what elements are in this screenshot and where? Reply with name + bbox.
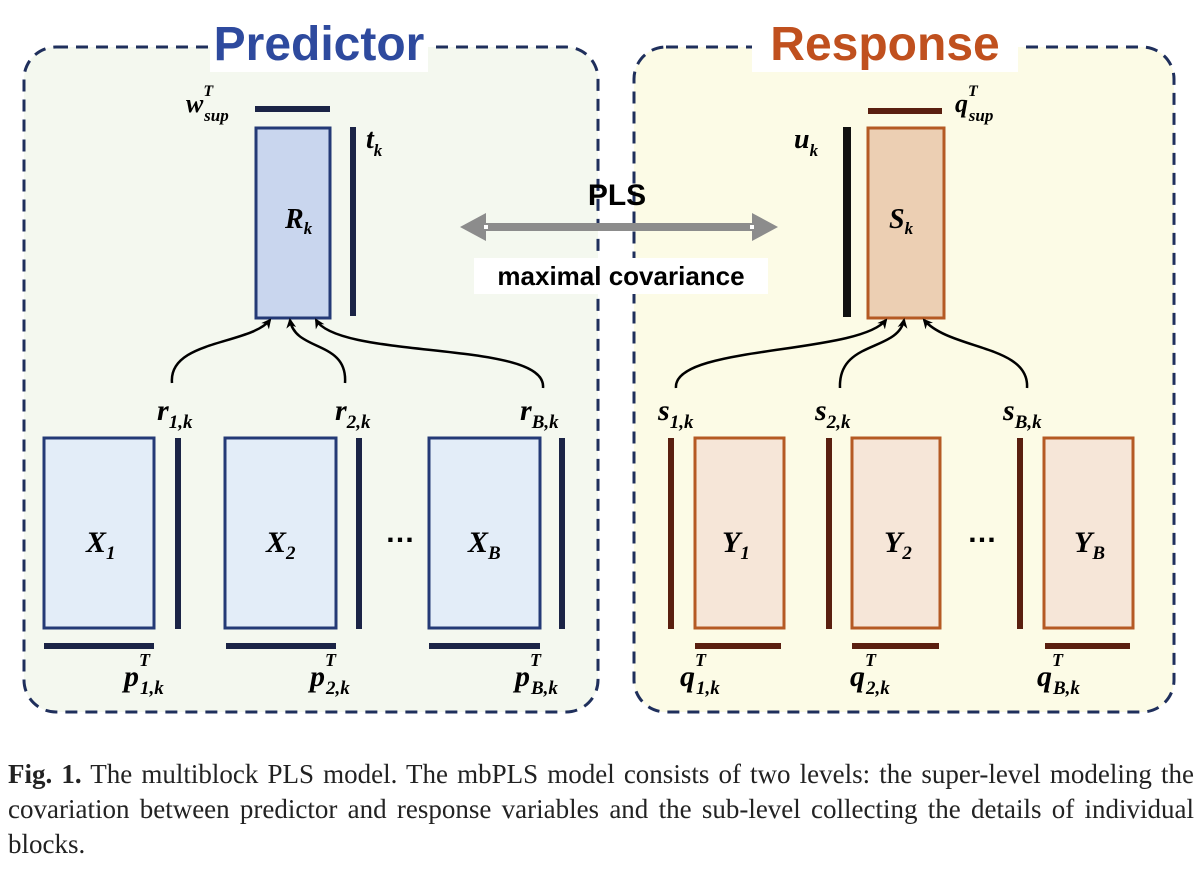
svg-text:Y2: Y2 (884, 526, 912, 564)
y-block-2: Y2 s2,k qT 2,k (814, 394, 942, 699)
u-score-bar (843, 127, 851, 317)
q1-loading-label: qT 1,k (680, 650, 720, 699)
qb-loading-label: qT B,k (1037, 650, 1080, 699)
r2-score-bar (356, 438, 362, 629)
t-score-bar (350, 127, 356, 316)
s-super-label: Sk (889, 204, 914, 238)
sb-score-label: sB,k (1002, 394, 1042, 433)
q2-loading-bar (852, 643, 939, 649)
pb-loading-label: pT B,k (512, 650, 558, 699)
svg-text:YB: YB (1074, 526, 1105, 564)
s2-score-label: s2,k (814, 394, 851, 433)
s2-score-bar (826, 438, 832, 629)
arrow-r2-to-r (286, 318, 347, 384)
sb-score-bar (1017, 438, 1023, 629)
s-super-block (866, 126, 946, 320)
arrow-s2-to-s (838, 318, 908, 389)
svg-text:XB: XB (467, 526, 501, 564)
y-block-b: YB sB,k qT B,k (1002, 394, 1135, 699)
x-block-2: X2 r2,k pT 2,k (223, 394, 371, 699)
r1-score-label: r1,k (157, 394, 193, 433)
svg-text:X2: X2 (265, 526, 296, 564)
p1-loading-bar (44, 643, 154, 649)
pb-loading-bar (429, 643, 540, 649)
svg-text:Y1: Y1 (722, 526, 750, 564)
maximal-covariance-label: maximal covariance (497, 261, 744, 291)
q2-loading-label: qT 2,k (850, 650, 890, 699)
r-super-block (254, 126, 332, 320)
w-sup-bar (255, 106, 330, 112)
q-sup-label: qT sup (955, 83, 993, 125)
pls-double-arrow (460, 213, 778, 241)
t-score-label: tk (366, 124, 383, 160)
q-sup-bar (868, 108, 942, 114)
arrow-s1-to-s (674, 318, 888, 389)
figure-label: Fig. 1. (8, 759, 82, 789)
x-block-b: XB rB,k pT B,k (427, 394, 565, 699)
mbpls-diagram: Predictor Response Rk wT sup tk Sk qT sup … (22, 18, 1176, 714)
r1-score-bar (175, 438, 181, 629)
predictor-ellipsis: … (385, 516, 415, 549)
y-block-1: Y1 s1,k qT 1,k (657, 394, 786, 699)
arrow-sb-to-s (922, 318, 1029, 389)
r-super-label: Rk (284, 204, 313, 238)
response-ellipsis: … (967, 516, 997, 549)
w-sup-label: wT sup (186, 83, 229, 125)
predictor-title: Predictor (214, 18, 425, 71)
figure-caption: Fig. 1. The multiblock PLS model. The mb… (8, 757, 1194, 862)
q1-loading-bar (695, 643, 781, 649)
figure-caption-text: The multiblock PLS model. The mbPLS mode… (8, 759, 1194, 859)
qb-loading-bar (1045, 643, 1130, 649)
p2-loading-bar (226, 643, 336, 649)
s1-score-bar (668, 438, 674, 629)
u-score-label: uk (794, 124, 819, 160)
pls-label: PLS (588, 179, 646, 212)
x-block-1: X1 r1,k pT 1,k (42, 394, 193, 699)
p2-loading-label: pT 2,k (307, 650, 350, 699)
arrow-r1-to-r (170, 318, 272, 384)
s1-score-label: s1,k (657, 394, 694, 433)
rb-score-label: rB,k (520, 394, 559, 433)
rb-score-bar (559, 438, 565, 629)
svg-text:X1: X1 (85, 526, 116, 564)
arrow-rb-to-r (314, 318, 545, 389)
response-title: Response (770, 18, 999, 71)
r2-score-label: r2,k (335, 394, 371, 433)
p1-loading-label: pT 1,k (121, 650, 164, 699)
